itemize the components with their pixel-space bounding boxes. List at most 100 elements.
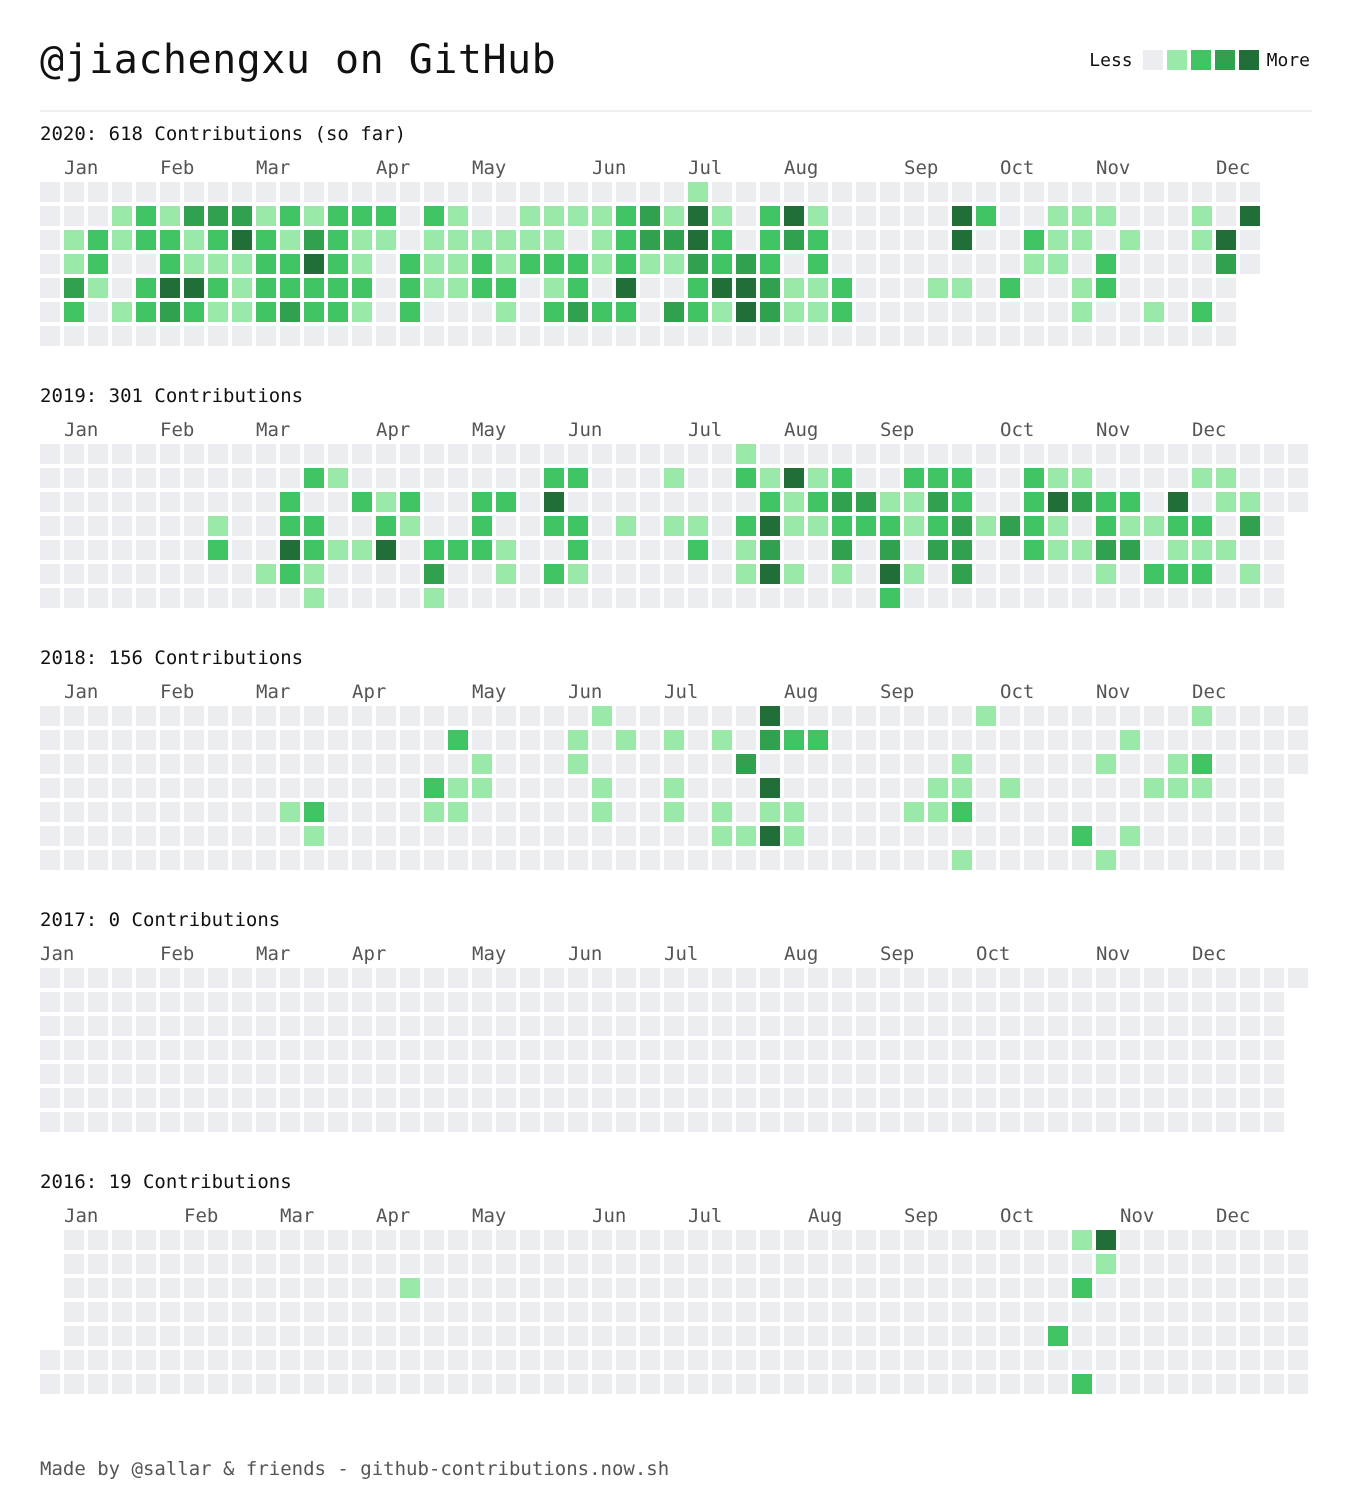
contribution-day-cell xyxy=(544,206,564,226)
contribution-day-cell xyxy=(376,278,396,298)
contribution-day-cell xyxy=(904,1374,924,1394)
contribution-day-cell xyxy=(808,1112,828,1132)
contribution-day-cell xyxy=(136,516,156,536)
contribution-day-cell xyxy=(1144,778,1164,798)
contribution-day-cell xyxy=(1144,1040,1164,1060)
contribution-day-cell xyxy=(400,444,420,464)
contribution-day-cell xyxy=(1000,1040,1020,1060)
contribution-day-cell xyxy=(1216,278,1236,298)
contribution-day-cell xyxy=(472,1302,492,1322)
contribution-day-cell xyxy=(328,1374,348,1394)
contribution-day-cell xyxy=(880,1302,900,1322)
contribution-day-cell xyxy=(448,968,468,988)
contribution-day-cell xyxy=(976,1230,996,1250)
contribution-day-cell xyxy=(1264,826,1284,846)
contribution-day-cell xyxy=(1192,588,1212,608)
contribution-day-cell xyxy=(376,492,396,512)
contribution-day-cell xyxy=(544,326,564,346)
contribution-day-cell xyxy=(232,778,252,798)
contribution-day-cell xyxy=(376,540,396,560)
contribution-day-cell xyxy=(352,1254,372,1274)
contribution-day-cell xyxy=(592,1254,612,1274)
contribution-day-cell xyxy=(856,1326,876,1346)
contribution-day-cell xyxy=(208,754,228,774)
contribution-day-cell xyxy=(1144,1374,1164,1394)
contribution-day-cell xyxy=(880,1088,900,1108)
contribution-day-cell xyxy=(88,302,108,322)
contribution-day-cell xyxy=(568,326,588,346)
contribution-grid xyxy=(40,182,1312,350)
contribution-day-cell xyxy=(664,992,684,1012)
contribution-day-cell xyxy=(184,992,204,1012)
contribution-day-cell xyxy=(88,230,108,250)
contribution-grid xyxy=(40,444,1312,612)
contribution-day-cell xyxy=(352,1350,372,1370)
contribution-day-cell xyxy=(184,1088,204,1108)
contribution-day-cell xyxy=(832,1040,852,1060)
contribution-day-cell xyxy=(1264,1040,1284,1060)
contribution-day-cell xyxy=(448,802,468,822)
contribution-day-cell xyxy=(1072,1064,1092,1084)
contribution-day-cell xyxy=(664,850,684,870)
contribution-day-cell xyxy=(592,302,612,322)
contribution-day-cell xyxy=(784,1350,804,1370)
contribution-day-cell xyxy=(1096,802,1116,822)
contribution-day-cell xyxy=(1216,730,1236,750)
contribution-day-cell xyxy=(952,778,972,798)
contribution-day-cell xyxy=(520,826,540,846)
contribution-day-cell xyxy=(568,802,588,822)
contribution-day-cell xyxy=(112,1350,132,1370)
contribution-day-cell xyxy=(832,754,852,774)
contribution-day-cell xyxy=(376,968,396,988)
contribution-day-cell xyxy=(112,468,132,488)
contribution-day-cell xyxy=(184,1230,204,1250)
contribution-day-cell xyxy=(1120,778,1140,798)
contribution-day-cell xyxy=(760,1278,780,1298)
contribution-day-cell xyxy=(712,206,732,226)
contribution-day-cell xyxy=(664,302,684,322)
contribution-day-cell xyxy=(712,540,732,560)
contribution-day-cell xyxy=(736,444,756,464)
contribution-day-cell xyxy=(928,1016,948,1036)
contribution-day-cell xyxy=(112,230,132,250)
contribution-day-cell xyxy=(328,302,348,322)
contribution-day-cell xyxy=(544,1230,564,1250)
contribution-day-cell xyxy=(280,778,300,798)
contribution-day-cell xyxy=(832,1374,852,1394)
contribution-day-cell xyxy=(1048,1374,1068,1394)
contribution-day-cell xyxy=(568,706,588,726)
contribution-day-cell xyxy=(1096,1230,1116,1250)
contribution-day-cell xyxy=(1168,206,1188,226)
contribution-day-cell xyxy=(904,326,924,346)
contribution-day-cell xyxy=(784,802,804,822)
contribution-day-cell xyxy=(1144,826,1164,846)
month-label: Aug xyxy=(784,157,819,179)
contribution-day-cell xyxy=(688,1088,708,1108)
contribution-day-cell xyxy=(1072,1374,1092,1394)
contribution-day-cell xyxy=(448,778,468,798)
contribution-day-cell xyxy=(448,492,468,512)
contribution-day-cell xyxy=(376,468,396,488)
contribution-day-cell xyxy=(784,1278,804,1298)
contribution-day-cell xyxy=(640,1016,660,1036)
contribution-day-cell xyxy=(880,1374,900,1394)
contribution-day-cell xyxy=(520,326,540,346)
contribution-day-cell xyxy=(880,278,900,298)
contribution-day-cell xyxy=(568,730,588,750)
contribution-day-cell xyxy=(1216,754,1236,774)
contribution-day-cell xyxy=(112,802,132,822)
contribution-day-cell xyxy=(1048,492,1068,512)
contribution-day-cell xyxy=(256,492,276,512)
contribution-day-cell xyxy=(664,1254,684,1274)
contribution-day-cell xyxy=(736,516,756,536)
contribution-day-cell xyxy=(1024,564,1044,584)
contribution-day-cell xyxy=(856,230,876,250)
contribution-day-cell xyxy=(712,468,732,488)
contribution-day-cell xyxy=(208,802,228,822)
contribution-day-cell xyxy=(1024,1278,1044,1298)
contribution-day-cell xyxy=(88,206,108,226)
contribution-day-cell xyxy=(1072,1326,1092,1346)
contribution-day-cell xyxy=(496,516,516,536)
contribution-day-cell xyxy=(40,1088,60,1108)
contribution-day-cell xyxy=(520,206,540,226)
